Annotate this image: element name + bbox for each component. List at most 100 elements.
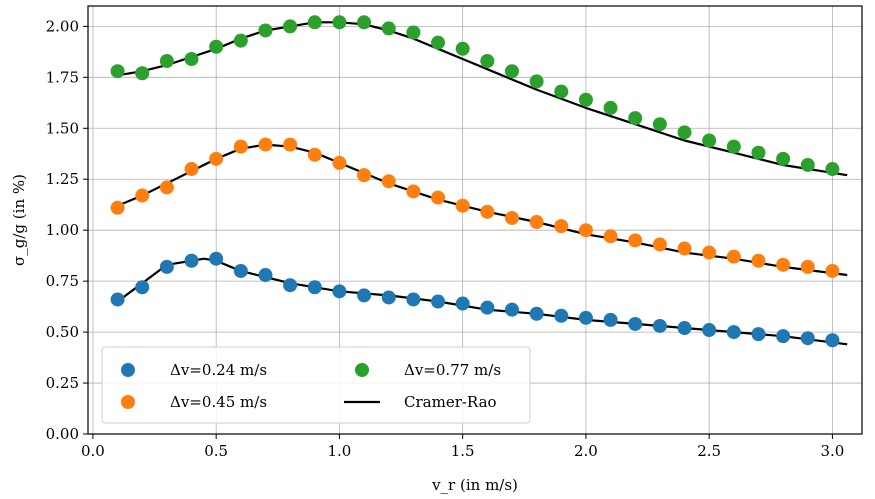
data-points [110, 15, 840, 348]
data-point [258, 137, 273, 152]
data-point [184, 162, 199, 177]
y-axis-ticks: 0.00 0.25 0.50 0.75 1.00 1.25 1.50 1.75 2.00 [46, 17, 88, 443]
data-point [357, 15, 372, 30]
data-point [603, 312, 618, 327]
data-point [307, 147, 322, 162]
data-point [578, 310, 593, 325]
data-point [652, 237, 667, 252]
y-tick-label: 1.50 [46, 119, 79, 137]
y-tick-label: 2.00 [46, 17, 79, 35]
x-tick-label: 2.0 [574, 442, 598, 460]
data-point [529, 74, 544, 89]
x-axis-ticks: 0.0 0.5 1.0 1.5 2.0 2.5 3.0 [81, 434, 844, 460]
data-point [554, 308, 569, 323]
data-point [726, 325, 741, 340]
legend-label: Δv=0.24 m/s [170, 361, 267, 379]
cramer-rao-lines [116, 21, 848, 346]
data-point [406, 292, 421, 307]
data-point [357, 168, 372, 183]
data-point [258, 268, 273, 283]
y-axis-label: σ_g/g (in %) [10, 174, 28, 266]
x-tick-label: 0.0 [81, 442, 105, 460]
data-point [554, 84, 569, 99]
x-tick-label: 1.0 [327, 442, 351, 460]
data-point [381, 21, 396, 36]
data-point [307, 15, 322, 30]
data-point [406, 25, 421, 40]
data-point [357, 288, 372, 303]
y-tick-label: 1.25 [46, 170, 79, 188]
data-point [677, 241, 692, 256]
data-point [233, 263, 248, 278]
data-point [258, 23, 273, 38]
data-point [307, 280, 322, 295]
data-point [751, 327, 766, 342]
data-point [800, 331, 815, 346]
data-point [480, 54, 495, 69]
legend-dot-marker [355, 363, 369, 377]
data-point [135, 280, 150, 295]
y-tick-label: 1.00 [46, 221, 79, 239]
data-point [283, 19, 298, 34]
plot-frame [87, 5, 863, 435]
data-point [504, 302, 519, 317]
legend-box [101, 346, 531, 424]
data-point [110, 64, 125, 79]
data-point [135, 188, 150, 203]
data-point [431, 190, 446, 205]
data-point [406, 184, 421, 199]
data-point [159, 54, 174, 69]
legend-dot-marker [121, 395, 135, 409]
data-point [726, 139, 741, 154]
data-point [776, 151, 791, 166]
data-point [159, 180, 174, 195]
data-point [110, 200, 125, 215]
data-point [209, 151, 224, 166]
x-tick-label: 3.0 [820, 442, 844, 460]
data-point [628, 316, 643, 331]
data-point [332, 284, 347, 299]
data-point [184, 253, 199, 268]
data-point [455, 41, 470, 56]
data-point [159, 259, 174, 274]
x-axis-label: v_r (in m/s) [431, 476, 518, 494]
data-point [603, 100, 618, 115]
data-point [209, 251, 224, 266]
legend-label: Δv=0.77 m/s [404, 361, 501, 379]
y-tick-label: 1.75 [46, 68, 79, 86]
data-point [431, 35, 446, 50]
data-point [110, 292, 125, 307]
x-tick-label: 1.5 [451, 442, 475, 460]
data-point [283, 137, 298, 152]
data-point [332, 15, 347, 30]
y-tick-label: 0.75 [46, 272, 79, 290]
data-point [554, 219, 569, 234]
data-point [233, 139, 248, 154]
data-point [480, 300, 495, 315]
y-tick-label: 0.00 [46, 425, 79, 443]
data-point [504, 210, 519, 225]
data-point [776, 329, 791, 344]
data-point [751, 145, 766, 160]
data-point [726, 249, 741, 264]
data-point [578, 92, 593, 107]
y-tick-label: 0.25 [46, 374, 79, 392]
data-point [702, 323, 717, 338]
data-point [776, 257, 791, 272]
data-point [702, 133, 717, 148]
data-point [480, 204, 495, 219]
data-point [677, 125, 692, 140]
data-point [135, 66, 150, 81]
data-point [825, 162, 840, 177]
data-point [184, 51, 199, 66]
data-point [283, 278, 298, 293]
x-tick-label: 0.5 [204, 442, 228, 460]
data-point [652, 117, 667, 132]
data-point [628, 233, 643, 248]
data-point [233, 33, 248, 48]
data-point [455, 198, 470, 213]
y-tick-label: 0.50 [46, 323, 79, 341]
data-point [529, 306, 544, 321]
data-point [381, 290, 396, 305]
